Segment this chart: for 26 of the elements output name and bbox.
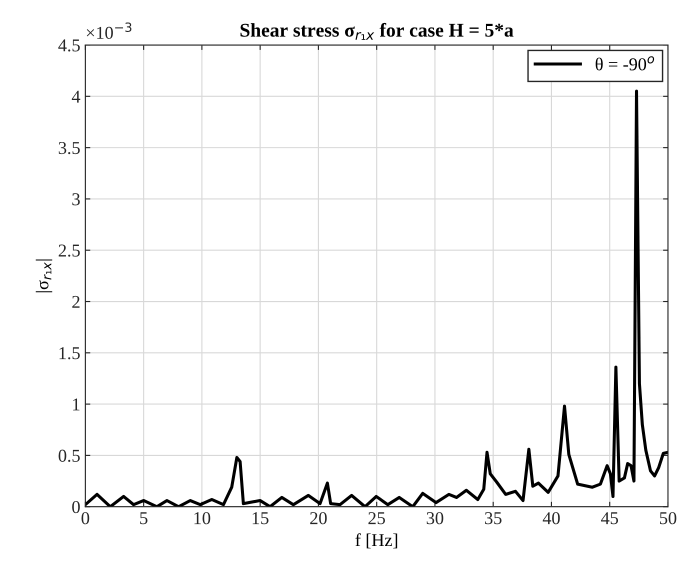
x-tick-label: 0 [82,512,90,524]
y-tick-label: 1 [73,398,80,410]
text: ×10$^{−3}$ [86,22,132,39]
y-tick-label: 2 [72,296,80,308]
x-tick-label: 45 [601,512,618,524]
y-axis-title: |σ$_{r₁x}$| [36,260,52,292]
x-tick-label: 20 [310,512,327,524]
x-axis-title: f [Hz] [355,533,398,548]
x-tick-label: 5 [140,512,148,524]
y-tick-label: 4.5 [58,39,80,52]
x-tick-label: 15 [252,512,268,524]
x-tick-label: 25 [368,512,385,524]
x-tick-label: 35 [485,512,502,524]
y-tick-label: 1.5 [60,347,80,360]
legend-label: θ = -90$^{o}$ [596,56,654,70]
x-tick-label: 50 [660,512,676,524]
y-tick-label: 4 [72,90,80,103]
y-tick-label: 2.5 [58,244,80,257]
x-tick-label: 30 [426,512,444,524]
chart-title: Shear stress σ$_{r₁x}$ for case H = 5*a [240,22,514,40]
x-tick-label: 40 [542,512,560,524]
y-tick-label: 3 [72,193,80,206]
y-tick-label: 3.5 [58,142,80,154]
y-tick-label: 0 [72,500,80,514]
y-tick-label: 0.5 [58,450,80,462]
x-tick-label: 10 [194,512,210,524]
